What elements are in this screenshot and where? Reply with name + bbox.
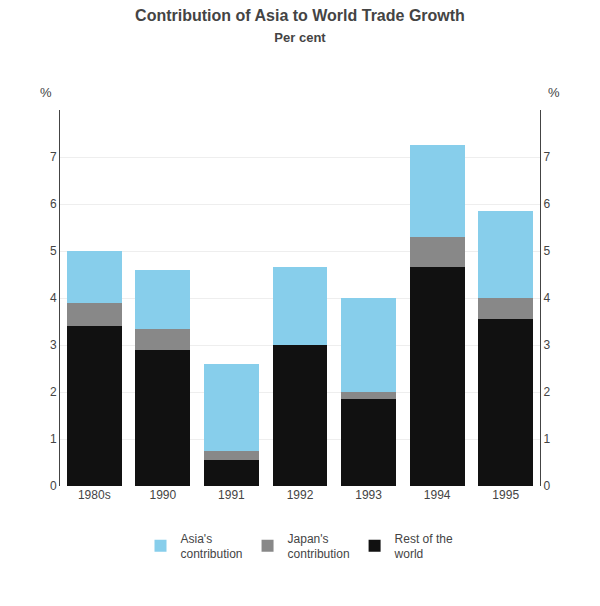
svg-text:1990: 1990 [150,488,177,502]
svg-text:0: 0 [543,479,550,493]
svg-text:4: 4 [50,291,57,305]
svg-text:Japan'scontribution: Japan'scontribution [288,532,350,562]
svg-text:%: % [40,85,52,100]
svg-text:2: 2 [50,385,57,399]
svg-text:1: 1 [50,432,57,446]
svg-text:1991: 1991 [218,488,245,502]
svg-text:3: 3 [543,338,550,352]
svg-text:1992: 1992 [287,488,314,502]
svg-text:7: 7 [50,150,57,164]
svg-text:1980s: 1980s [78,488,111,502]
svg-text:1: 1 [543,432,550,446]
svg-text:5: 5 [543,244,550,258]
svg-text:1993: 1993 [355,488,382,502]
svg-text:1994: 1994 [424,488,451,502]
svg-text:6: 6 [543,197,550,211]
svg-text:2: 2 [543,385,550,399]
svg-text:6: 6 [50,197,57,211]
svg-text:1995: 1995 [492,488,519,502]
svg-text:0: 0 [50,479,57,493]
svg-text:3: 3 [50,338,57,352]
svg-text:Rest of theworld: Rest of theworld [394,532,453,562]
svg-text:%: % [548,85,560,100]
svg-text:4: 4 [543,291,550,305]
svg-text:Contribution of Asia to World: Contribution of Asia to World Trade Grow… [135,7,465,45]
svg-text:Asia'scontribution: Asia'scontribution [181,532,243,562]
svg-text:5: 5 [50,244,57,258]
svg-text:7: 7 [543,150,550,164]
